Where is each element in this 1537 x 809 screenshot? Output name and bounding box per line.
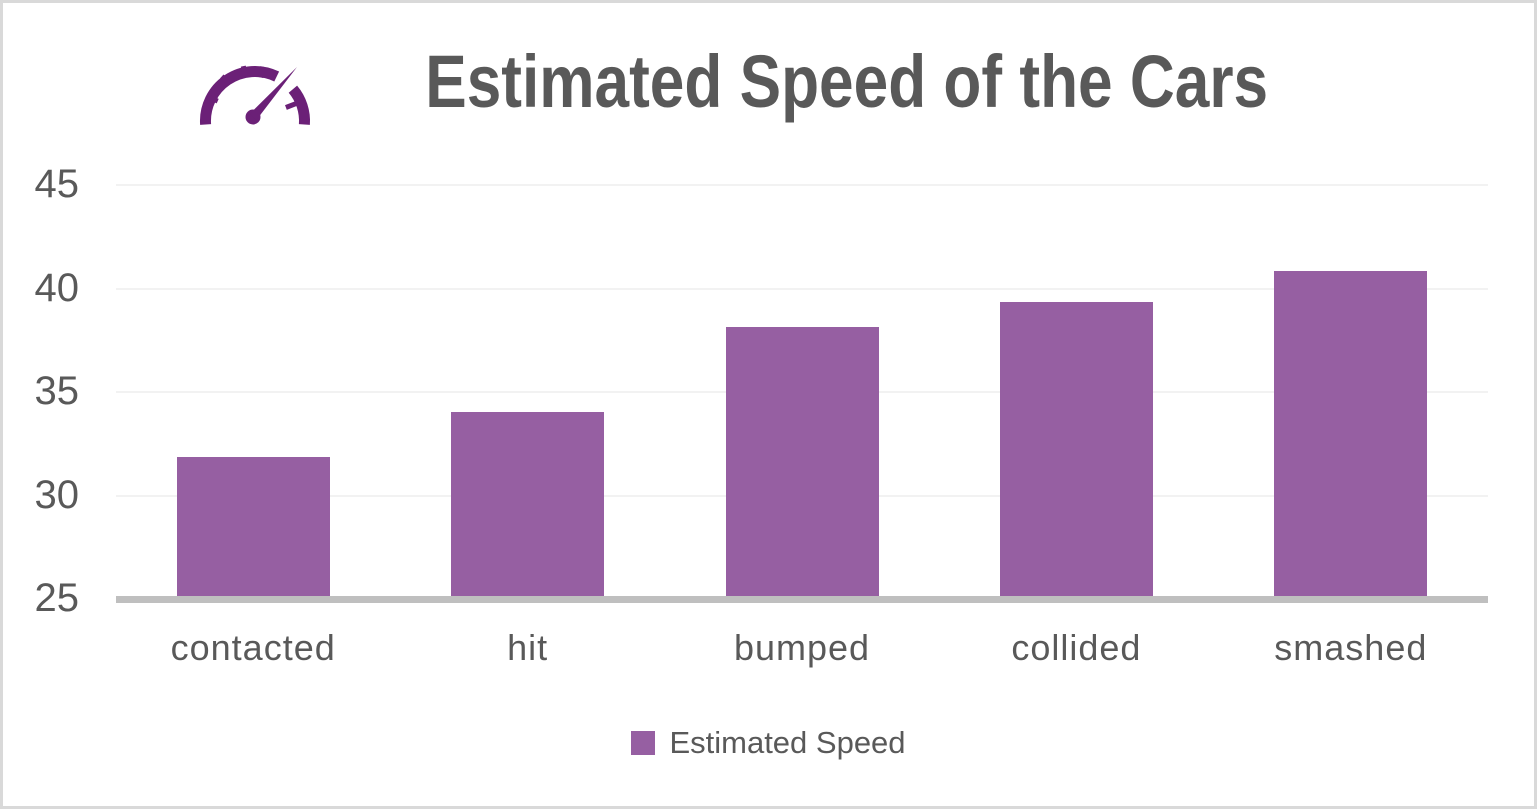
bar-collided [999,302,1153,598]
chart-title: Estimated Speed of the Cars [425,39,1268,123]
bar-slot-collided [939,184,1213,598]
bar-slot-bumped [665,184,939,598]
bar-series [116,184,1488,598]
x-tick-label-bumped: bumped [733,627,871,668]
x-tick-label-smashed: smashed [1274,627,1428,668]
bar-slot-hit [390,184,664,598]
y-tick-label: 25 [34,576,80,620]
bar-smashed [1274,270,1428,598]
gridline-45 [116,184,1488,186]
legend-label: Estimated Speed [669,725,906,760]
x-tick-label-hit: hit [507,627,549,668]
y-tick-label: 30 [34,472,80,517]
y-tick-label: 35 [34,369,80,413]
x-axis-line [116,596,1488,603]
legend: Estimated Speed [3,725,1534,761]
x-axis: contacted hit bumped collided smashed [116,627,1488,669]
bar-slot-contacted [116,184,390,598]
x-tick-label-contacted: contacted [170,627,336,668]
bar-slot-smashed [1214,184,1488,598]
bar-contacted [176,457,330,598]
y-tick-label: 45 [34,162,80,206]
gridline-40 [116,287,1488,290]
bar-hit [451,411,605,598]
bar-bumped [725,326,879,598]
speedometer-icon [189,37,315,125]
y-tick-label: 40 [34,265,80,310]
plot-area [116,184,1488,598]
chart-header: Estimated Speed of the Cars [3,37,1534,125]
x-tick-label-collided: collided [1011,627,1142,668]
legend-marker [631,731,656,755]
